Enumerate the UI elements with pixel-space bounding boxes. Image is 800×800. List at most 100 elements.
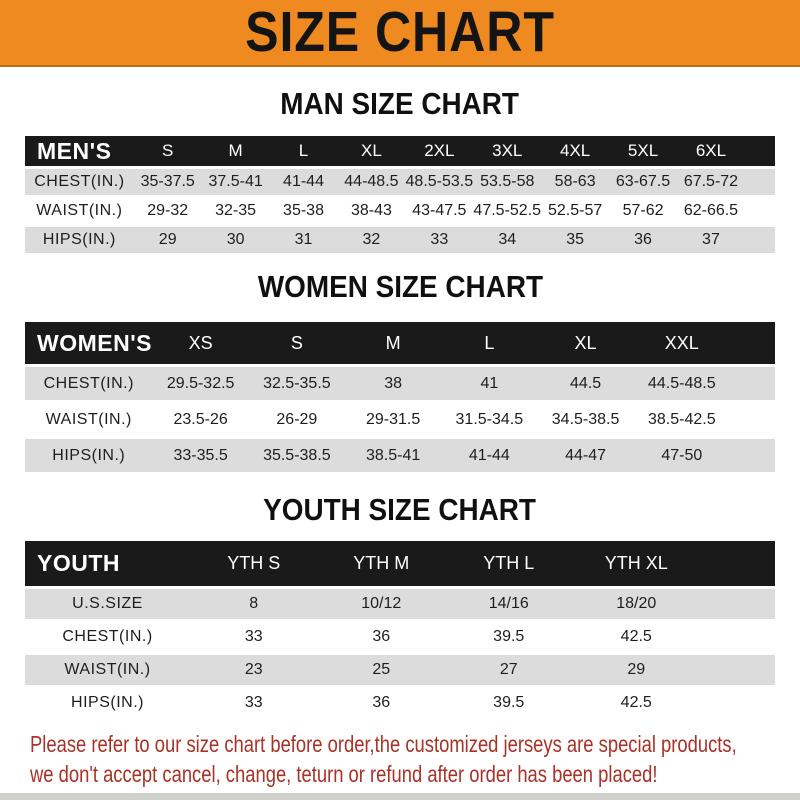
size-cell: 37 — [702, 231, 720, 248]
size-cell: 10/12 — [361, 595, 402, 612]
column-header: XXL — [633, 322, 730, 366]
column-header: 3XL — [473, 136, 542, 168]
size-cell: 29-31.5 — [365, 410, 421, 428]
column-header: XS — [152, 322, 249, 366]
size-cell: 44-47 — [565, 446, 607, 464]
table-header-label: MEN'S — [25, 136, 134, 168]
size-cell: 33 — [244, 694, 263, 711]
size-cell: 63-67.5 — [615, 173, 671, 190]
size-cell: 36 — [634, 231, 652, 248]
notice-line-2: we don't accept cancel, change, teturn o… — [30, 760, 658, 787]
table-row: CHEST(IN.) 33 36 39.5 42.5 — [25, 620, 775, 654]
size-cell: 35 — [566, 231, 585, 248]
header-filler — [700, 541, 775, 588]
table-header-label: WOMEN'S — [25, 322, 153, 366]
size-cell: 48.5-53.5 — [405, 173, 474, 190]
row-filler — [730, 366, 775, 402]
size-cell: 38.5-41 — [365, 446, 421, 464]
row-filler — [730, 438, 775, 473]
youth-size-heading-text: YOUTH SIZE CHART — [263, 492, 537, 527]
size-cell: 43-47.5 — [412, 202, 467, 219]
column-header: 5XL — [609, 136, 677, 168]
man-size-heading-text: MAN SIZE CHART — [280, 86, 520, 121]
row-label: CHEST(IN.) — [62, 628, 153, 645]
size-cell: 29 — [158, 231, 177, 248]
table-header-bar: WOMEN'S XS S M L XL XXL — [25, 322, 775, 366]
size-cell: 23.5-26 — [173, 410, 228, 428]
size-cell: 38.5-42.5 — [648, 410, 716, 428]
row-label: CHEST(IN.) — [43, 374, 134, 392]
size-cell: 44.5 — [570, 374, 602, 392]
column-header: L — [441, 322, 538, 366]
size-cell: 27 — [499, 661, 518, 678]
women-size-heading-text: WOMEN SIZE CHART — [257, 269, 543, 304]
size-cell: 36 — [372, 694, 391, 711]
footer-notice: Please refer to our size chart before or… — [30, 730, 800, 790]
size-cell: 34.5-38.5 — [551, 410, 620, 428]
header-filler — [744, 136, 775, 168]
size-cell: 42.5 — [620, 694, 652, 711]
column-header: XL — [537, 322, 634, 366]
table-row: HIPS(IN.) 33-35.5 35.5-38.5 38.5-41 41-44 44-… — [25, 437, 775, 473]
row-filler — [745, 197, 775, 226]
size-cell: 31 — [294, 231, 313, 248]
size-cell: 53.5-58 — [480, 173, 535, 190]
size-cell: 31.5-34.5 — [455, 410, 524, 428]
size-cell: 41 — [480, 374, 499, 392]
row-label: WAIST(IN.) — [36, 202, 123, 219]
size-cell: 41-44 — [283, 173, 324, 190]
row-label: U.S.SIZE — [72, 595, 143, 612]
size-cell: 26-29 — [276, 410, 318, 428]
column-header: YTH M — [317, 541, 445, 588]
row-filler — [745, 226, 775, 254]
row-filler — [700, 687, 775, 719]
row-filler — [700, 654, 775, 687]
row-filler — [700, 621, 775, 654]
table-row: WAIST(IN.) 23.5-26 26-29 29-31.5 31.5-34.5 34… — [25, 401, 775, 438]
banner: SIZE CHART — [0, 0, 800, 67]
column-header: S — [248, 322, 345, 366]
size-cell: 44-48.5 — [344, 173, 399, 190]
size-cell: 30 — [226, 231, 245, 248]
column-header: 4XL — [541, 136, 610, 168]
size-cell: 29-32 — [147, 202, 189, 219]
size-cell: 8 — [249, 595, 259, 612]
size-cell: 38-43 — [350, 202, 392, 219]
size-cell: 14/16 — [488, 595, 529, 612]
table-row: HIPS(IN.) 29 30 31 32 33 34 35 36 37 — [25, 225, 775, 254]
row-label: HIPS(IN.) — [42, 231, 116, 248]
column-header: 2XL — [405, 136, 474, 168]
column-header: M — [344, 322, 442, 366]
man-size-heading: MAN SIZE CHART — [0, 86, 800, 122]
row-filler — [745, 168, 775, 197]
column-header: S — [133, 136, 202, 168]
youth-size-section: YOUTH SIZE CHART YOUTH YTH S YTH M YTH L YTH… — [0, 472, 800, 718]
size-cell: 47.5-52.5 — [473, 202, 542, 219]
table-row: CHEST(IN.) 29.5-32.5 32.5-35.5 38 41 44.5 44.5… — [25, 365, 775, 402]
size-cell: 62-66.5 — [683, 202, 739, 219]
row-label: WAIST(IN.) — [45, 410, 132, 428]
size-cell: 39.5 — [493, 694, 525, 711]
bottom-strip — [0, 793, 800, 800]
row-filler — [730, 402, 775, 438]
size-cell: 38 — [384, 374, 402, 392]
man-size-table: MEN'S S M L XL 2XL 3XL 4XL 5XL 6XL CHEST(IN.) 35-37… — [25, 136, 775, 253]
notice-line-1: Please refer to our size chart before or… — [30, 731, 737, 757]
size-cell: 33 — [430, 231, 449, 248]
size-cell: 33-35.5 — [173, 446, 228, 464]
size-cell: 67.5-72 — [683, 173, 739, 190]
column-header: M — [201, 136, 270, 168]
size-cell: 32 — [362, 231, 381, 248]
size-cell: 32.5-35.5 — [263, 374, 331, 392]
size-cell: 18/20 — [616, 595, 657, 612]
column-header: YTH XL — [572, 541, 700, 588]
column-header: YTH L — [445, 541, 573, 588]
row-filler — [700, 588, 775, 621]
youth-size-table: YOUTH YTH S YTH M YTH L YTH XL U.S.SIZE 8 10/12… — [25, 541, 775, 718]
size-cell: 34 — [498, 231, 517, 248]
size-cell: 35.5-38.5 — [263, 446, 331, 464]
size-cell: 37.5-41 — [208, 173, 263, 190]
size-cell: 58-63 — [554, 173, 596, 190]
table-header-bar: YOUTH YTH S YTH M YTH L YTH XL — [25, 541, 775, 588]
women-size-section: WOMEN SIZE CHART WOMEN'S XS S M L XL XXL CHEST(… — [0, 253, 800, 472]
